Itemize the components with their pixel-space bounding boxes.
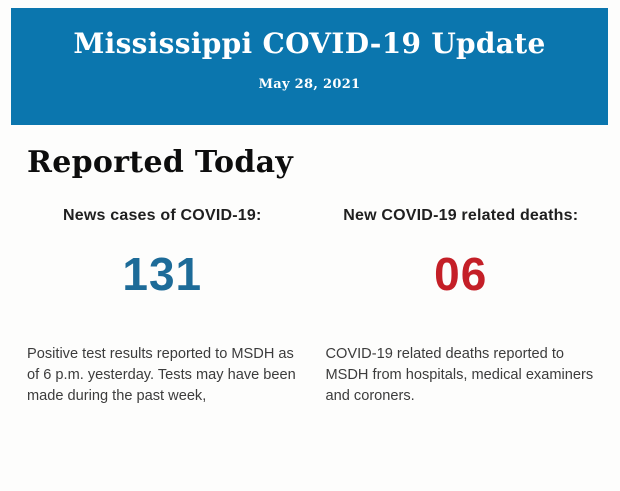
- newsletter-date: May 28, 2021: [258, 76, 361, 92]
- header-banner: Mississippi COVID-19 Update May 28, 2021: [11, 8, 608, 125]
- new-deaths-description: COVID-19 related deaths reported to MSDH…: [325, 346, 594, 404]
- new-deaths-value: 06: [434, 248, 488, 300]
- stat-new-deaths: New COVID-19 related deaths: 06 COVID-19…: [326, 207, 597, 407]
- section-heading: Reported Today: [27, 145, 294, 180]
- new-cases-description: Positive test results reported to MSDH a…: [27, 346, 296, 404]
- stats-grid: News cases of COVID-19: 131 Positive tes…: [27, 207, 596, 407]
- new-cases-label: News cases of COVID-19:: [63, 207, 262, 224]
- newsletter-page: Mississippi COVID-19 Update May 28, 2021…: [0, 8, 620, 407]
- stat-new-cases: News cases of COVID-19: 131 Positive tes…: [27, 207, 298, 407]
- content-area: Reported Today News cases of COVID-19: 1…: [0, 146, 620, 407]
- newsletter-title: Mississippi COVID-19 Update: [73, 27, 546, 60]
- new-cases-value: 131: [122, 248, 203, 300]
- new-deaths-label: New COVID-19 related deaths:: [343, 207, 579, 224]
